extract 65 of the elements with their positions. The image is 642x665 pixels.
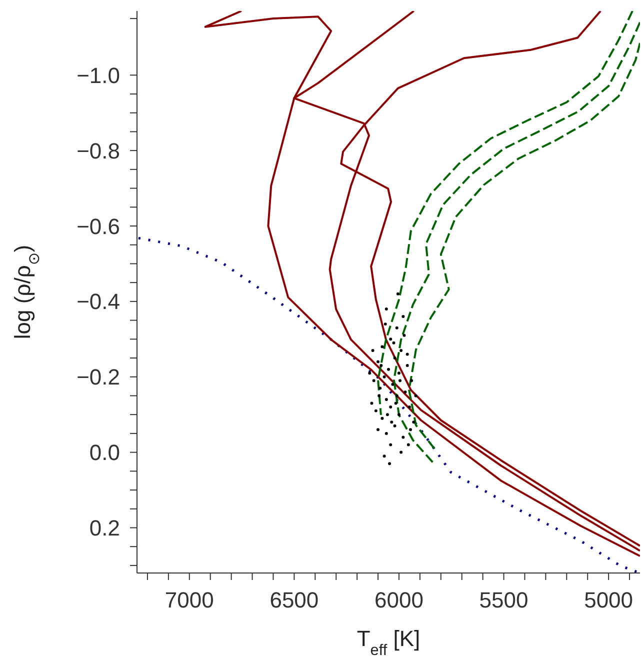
y-tick-label: −0.6 xyxy=(76,214,120,239)
point xyxy=(380,364,383,368)
point xyxy=(402,315,405,318)
x-tick-label: 5000 xyxy=(584,588,634,613)
point xyxy=(389,443,392,446)
point xyxy=(386,413,389,416)
point xyxy=(392,341,396,344)
point xyxy=(370,402,374,405)
y-tick-label: −1.0 xyxy=(76,62,120,88)
point xyxy=(400,348,403,352)
point xyxy=(389,406,392,409)
point xyxy=(384,307,388,310)
point xyxy=(394,402,398,405)
point xyxy=(378,386,382,390)
point xyxy=(376,428,380,432)
point xyxy=(372,379,376,382)
point xyxy=(368,372,372,375)
point xyxy=(378,394,381,398)
point xyxy=(397,413,400,416)
point xyxy=(398,379,402,382)
point xyxy=(406,364,409,368)
point xyxy=(382,454,386,458)
y-tick-label: −0.4 xyxy=(76,289,120,314)
point xyxy=(376,360,380,364)
point xyxy=(388,462,392,466)
x-tick-label: 5500 xyxy=(479,588,528,613)
point xyxy=(397,372,400,375)
point xyxy=(402,334,406,337)
x-axis-title: T$_{eff}$ [K] xyxy=(356,626,420,658)
point xyxy=(395,326,398,330)
x-tick-label: 6500 xyxy=(270,588,319,613)
x-tick-label: 6000 xyxy=(374,588,424,613)
point xyxy=(395,394,398,398)
point xyxy=(408,406,411,409)
point xyxy=(384,398,388,401)
point xyxy=(393,424,396,428)
point xyxy=(384,432,388,435)
y-tick-label: −0.2 xyxy=(76,364,120,390)
point xyxy=(410,379,414,382)
line-series xyxy=(377,11,634,416)
point xyxy=(396,292,400,296)
point xyxy=(414,394,418,398)
point xyxy=(389,338,392,341)
point xyxy=(400,450,403,454)
point xyxy=(412,420,416,424)
point xyxy=(402,436,405,439)
x-tick-label: 7000 xyxy=(164,588,214,613)
point xyxy=(380,345,384,348)
point xyxy=(391,382,394,386)
point xyxy=(393,356,396,360)
point xyxy=(406,443,410,446)
point xyxy=(382,375,386,378)
line-series xyxy=(204,11,640,558)
point xyxy=(404,390,407,394)
point xyxy=(374,409,378,412)
point xyxy=(387,368,390,371)
y-tick-label: 0.2 xyxy=(89,516,120,541)
point xyxy=(384,322,387,326)
point xyxy=(371,348,374,352)
y-tick-label: −0.8 xyxy=(76,138,120,164)
point xyxy=(406,352,409,356)
point xyxy=(390,420,394,424)
y-tick-label: 0.0 xyxy=(89,440,120,466)
point xyxy=(409,428,412,432)
point xyxy=(380,416,384,420)
